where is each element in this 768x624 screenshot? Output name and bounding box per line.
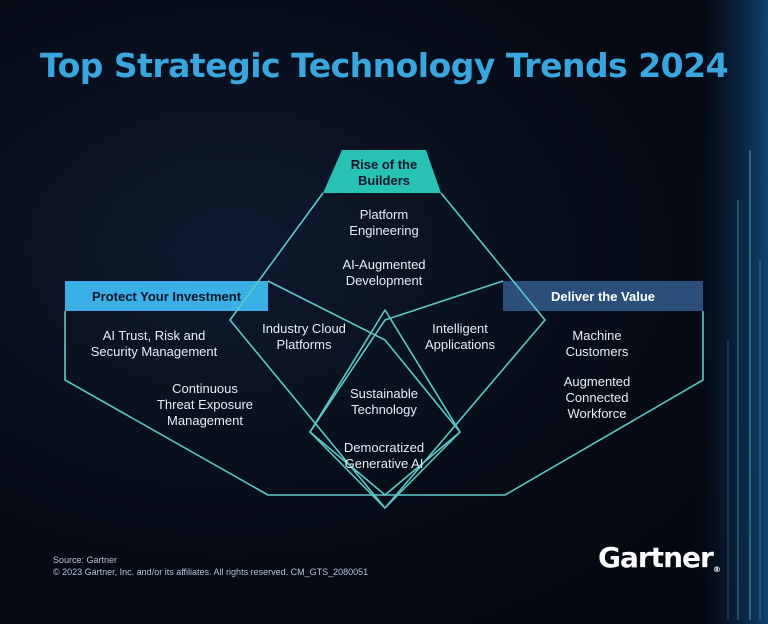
trend-platform-engineering: Platform Engineering [349, 207, 419, 238]
decorative-light-streaks [698, 0, 768, 624]
trend-sustainable-technology: Sustainable Technology [350, 386, 418, 417]
trend-ctem: Continuous Threat Exposure Management [156, 381, 254, 428]
trend-intelligent-applications: Intelligent Applications [424, 321, 496, 352]
center-outline [309, 309, 461, 509]
builders-header [323, 150, 441, 193]
footer-source: Source: Gartner © 2023 Gartner, Inc. and… [53, 554, 368, 578]
logo-text: Gartner [598, 541, 714, 574]
gartner-logo: Gartner® [598, 541, 721, 574]
theme-deliver-label: Deliver the Value [550, 289, 656, 304]
trend-democratized-genai: Democratized Generative AI [343, 440, 425, 471]
theme-builders-label: Rise of the Builders [350, 157, 418, 188]
trend-ai-trism: AI Trust, Risk and Security Management [90, 328, 218, 359]
logo-registered-mark: ® [712, 565, 721, 574]
trend-augmented-workforce: Augmented Connected Workforce [563, 374, 631, 421]
trend-machine-customers: Machine Customers [565, 328, 629, 359]
page-title: Top Strategic Technology Trends 2024 [39, 46, 729, 85]
deliver-header [503, 281, 703, 311]
protect-header [65, 281, 268, 311]
theme-protect-label: Protect Your Investment [91, 289, 242, 304]
source-label: Source: Gartner [53, 555, 118, 565]
deliver-outline [309, 280, 704, 496]
trend-industry-cloud-platforms: Industry Cloud Platforms [262, 321, 346, 352]
trend-ai-augmented-development: AI-Augmented Development [342, 257, 426, 288]
copyright-notice: © 2023 Gartner, Inc. and/or its affiliat… [53, 567, 369, 577]
